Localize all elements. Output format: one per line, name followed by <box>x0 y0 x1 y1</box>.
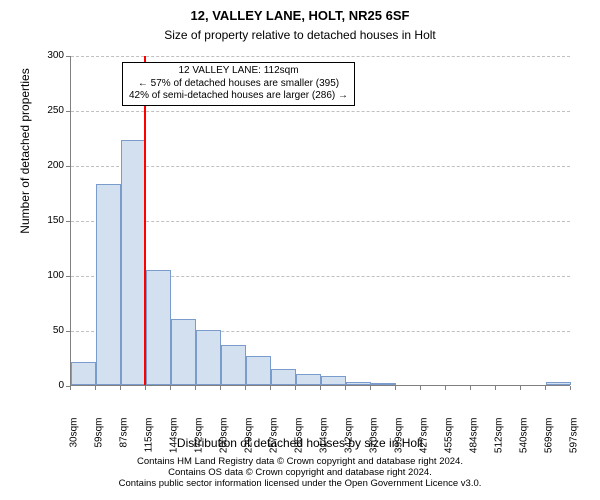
x-tick-mark <box>245 386 246 390</box>
x-tick-label: 30sqm <box>69 418 80 462</box>
x-tick-mark <box>420 386 421 390</box>
grid-line <box>71 111 570 112</box>
x-tick-mark <box>95 386 96 390</box>
histogram-bar <box>171 319 196 385</box>
histogram-bar <box>221 345 246 385</box>
histogram-bar <box>121 140 146 385</box>
y-tick-label: 50 <box>53 325 64 336</box>
y-tick-mark <box>66 56 70 57</box>
x-tick-label: 172sqm <box>194 418 205 462</box>
x-tick-mark <box>120 386 121 390</box>
histogram-bar <box>321 376 346 385</box>
x-tick-mark <box>270 386 271 390</box>
x-tick-mark <box>445 386 446 390</box>
y-tick-label: 300 <box>47 50 64 61</box>
x-tick-mark <box>570 386 571 390</box>
y-tick-mark <box>66 331 70 332</box>
y-tick-label: 100 <box>47 270 64 281</box>
x-tick-label: 144sqm <box>169 418 180 462</box>
y-axis-label: Number of detached properties <box>18 0 32 316</box>
x-tick-label: 512sqm <box>494 418 505 462</box>
histogram-bar <box>246 356 271 385</box>
histogram-bar <box>71 362 96 385</box>
y-tick-label: 0 <box>58 380 64 391</box>
x-tick-mark <box>345 386 346 390</box>
legend-line: ← 57% of detached houses are smaller (39… <box>129 78 348 91</box>
x-tick-label: 399sqm <box>394 418 405 462</box>
x-tick-label: 484sqm <box>469 418 480 462</box>
y-tick-label: 150 <box>47 215 64 226</box>
grid-line <box>71 56 570 57</box>
x-tick-mark <box>370 386 371 390</box>
x-tick-label: 540sqm <box>519 418 530 462</box>
histogram-bar <box>371 383 396 385</box>
histogram-bar <box>296 374 321 385</box>
x-tick-mark <box>545 386 546 390</box>
x-tick-mark <box>170 386 171 390</box>
x-tick-mark <box>495 386 496 390</box>
histogram-bar <box>146 270 171 386</box>
chart-title: 12, VALLEY LANE, HOLT, NR25 6SF <box>0 8 600 23</box>
histogram-bar <box>196 330 221 385</box>
x-tick-mark <box>520 386 521 390</box>
x-tick-mark <box>295 386 296 390</box>
y-tick-mark <box>66 111 70 112</box>
x-tick-label: 427sqm <box>419 418 430 462</box>
x-tick-label: 569sqm <box>544 418 555 462</box>
x-tick-label: 200sqm <box>219 418 230 462</box>
legend-line: 42% of semi-detached houses are larger (… <box>129 90 348 103</box>
x-tick-label: 229sqm <box>244 418 255 462</box>
x-tick-mark <box>195 386 196 390</box>
x-tick-label: 59sqm <box>94 418 105 462</box>
x-tick-label: 115sqm <box>144 418 155 462</box>
x-tick-mark <box>470 386 471 390</box>
chart-plot-area <box>70 56 570 386</box>
x-tick-label: 257sqm <box>269 418 280 462</box>
x-tick-label: 87sqm <box>119 418 130 462</box>
x-tick-mark <box>145 386 146 390</box>
x-tick-mark <box>320 386 321 390</box>
x-tick-label: 597sqm <box>569 418 580 462</box>
x-tick-mark <box>220 386 221 390</box>
histogram-bar <box>546 382 571 385</box>
x-tick-mark <box>70 386 71 390</box>
x-tick-label: 342sqm <box>344 418 355 462</box>
histogram-bar <box>271 369 296 386</box>
chart-subtitle: Size of property relative to detached ho… <box>0 28 600 42</box>
histogram-bar <box>96 184 121 385</box>
y-tick-mark <box>66 221 70 222</box>
legend-line: 12 VALLEY LANE: 112sqm <box>129 65 348 78</box>
y-tick-mark <box>66 166 70 167</box>
histogram-bar <box>346 382 371 385</box>
chart-legend-box: 12 VALLEY LANE: 112sqm← 57% of detached … <box>122 62 355 106</box>
y-tick-mark <box>66 276 70 277</box>
y-tick-label: 250 <box>47 105 64 116</box>
x-tick-label: 285sqm <box>294 418 305 462</box>
x-tick-label: 370sqm <box>369 418 380 462</box>
x-tick-mark <box>395 386 396 390</box>
x-tick-label: 455sqm <box>444 418 455 462</box>
x-tick-label: 314sqm <box>319 418 330 462</box>
y-tick-label: 200 <box>47 160 64 171</box>
